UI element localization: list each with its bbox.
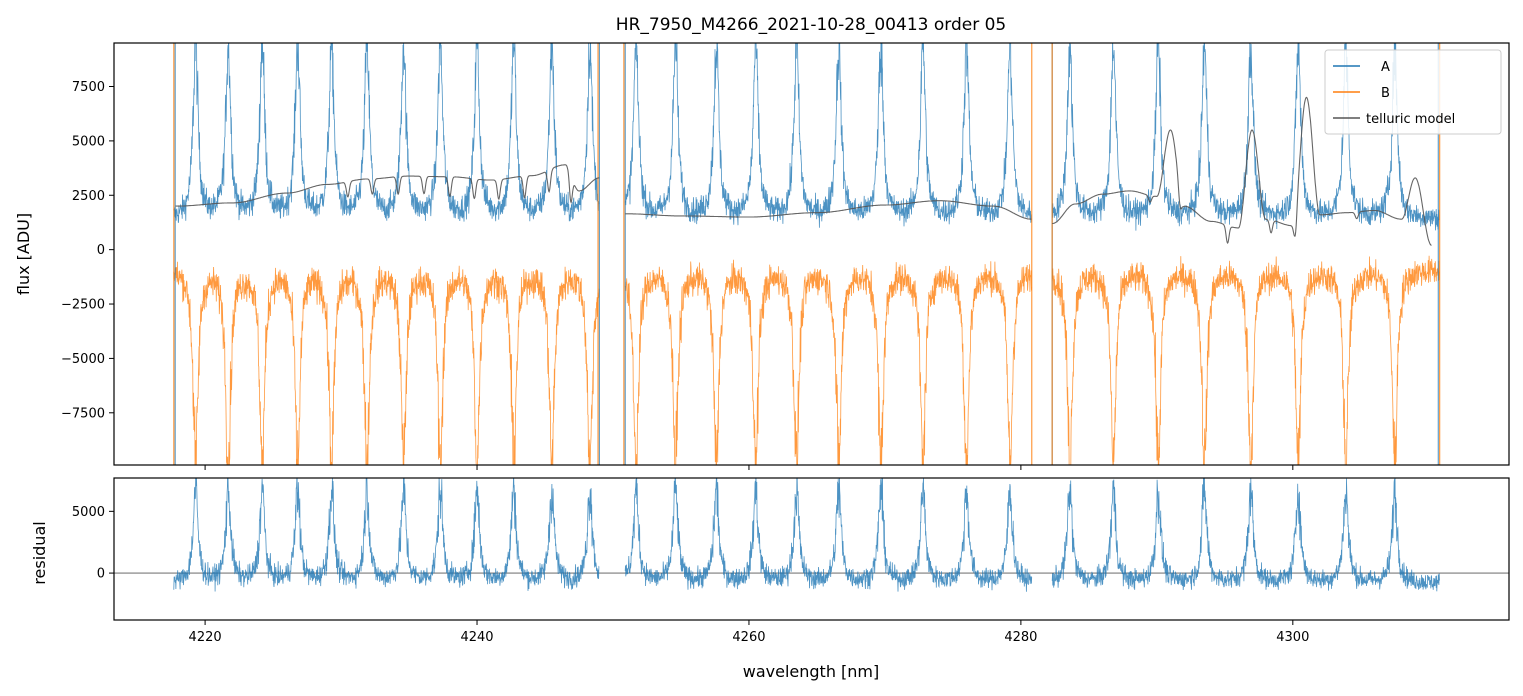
legend-label-telluric: telluric model [1366, 112, 1455, 127]
residual-line [173, 478, 600, 592]
main-y-axis-label: flux [ADU] [14, 213, 33, 295]
main-panel: −7500 −5000 −2500 0 2500 5000 7500 flux [ADU] [14, 42, 1510, 470]
x-axis-label: wavelength [nm] [743, 662, 880, 681]
residual-y-tick-label: 0 [97, 567, 105, 582]
legend: A B telluric model [1324, 49, 1502, 135]
main-y-tick-label: 2500 [72, 189, 105, 204]
residual-y-tick-label: 5000 [72, 505, 105, 520]
telluric-model-line [1052, 96, 1432, 246]
residual-panel: 0 5000 4220 4240 4260 4280 4300 residual wave… [30, 477, 1510, 681]
series-a-line [624, 43, 1033, 228]
residual-line [1051, 478, 1440, 592]
x-tick-label: 4300 [1276, 630, 1309, 645]
residual-x-axis: 4220 4240 4260 4280 4300 [189, 620, 1309, 645]
main-y-tick-label: −5000 [61, 352, 105, 367]
series-b-line [624, 259, 1033, 465]
main-y-tick-label: −2500 [61, 298, 105, 313]
x-tick-label: 4240 [460, 630, 493, 645]
x-tick-label: 4260 [732, 630, 765, 645]
residual-y-axis: 0 5000 [72, 505, 114, 582]
main-y-tick-label: 5000 [72, 134, 105, 149]
main-y-tick-label: 0 [97, 243, 105, 258]
series-a-line [173, 43, 600, 223]
main-axes-frame [113, 42, 1510, 466]
series-b-line [173, 261, 600, 465]
residual-plot-area [114, 478, 1509, 592]
series-b-line [1051, 255, 1440, 465]
telluric-model-line [625, 200, 1032, 220]
main-plot-area [173, 43, 1441, 465]
legend-box [1324, 49, 1502, 135]
residual-line [624, 478, 1033, 592]
main-y-tick-label: 7500 [72, 80, 105, 95]
main-y-axis: −7500 −5000 −2500 0 2500 5000 7500 [61, 80, 114, 421]
legend-label-b: B [1381, 86, 1390, 101]
chart-title: HR_7950_M4266_2021-10-28_00413 order 05 [616, 15, 1006, 35]
residual-y-axis-label: residual [30, 521, 49, 584]
telluric-model-line [175, 164, 600, 207]
legend-label-a: A [1381, 60, 1390, 75]
x-tick-label: 4280 [1004, 630, 1037, 645]
main-x-axis [204, 465, 1294, 470]
residual-axes-frame [113, 477, 1510, 621]
x-tick-label: 4220 [189, 630, 222, 645]
main-y-tick-label: −7500 [61, 406, 105, 421]
